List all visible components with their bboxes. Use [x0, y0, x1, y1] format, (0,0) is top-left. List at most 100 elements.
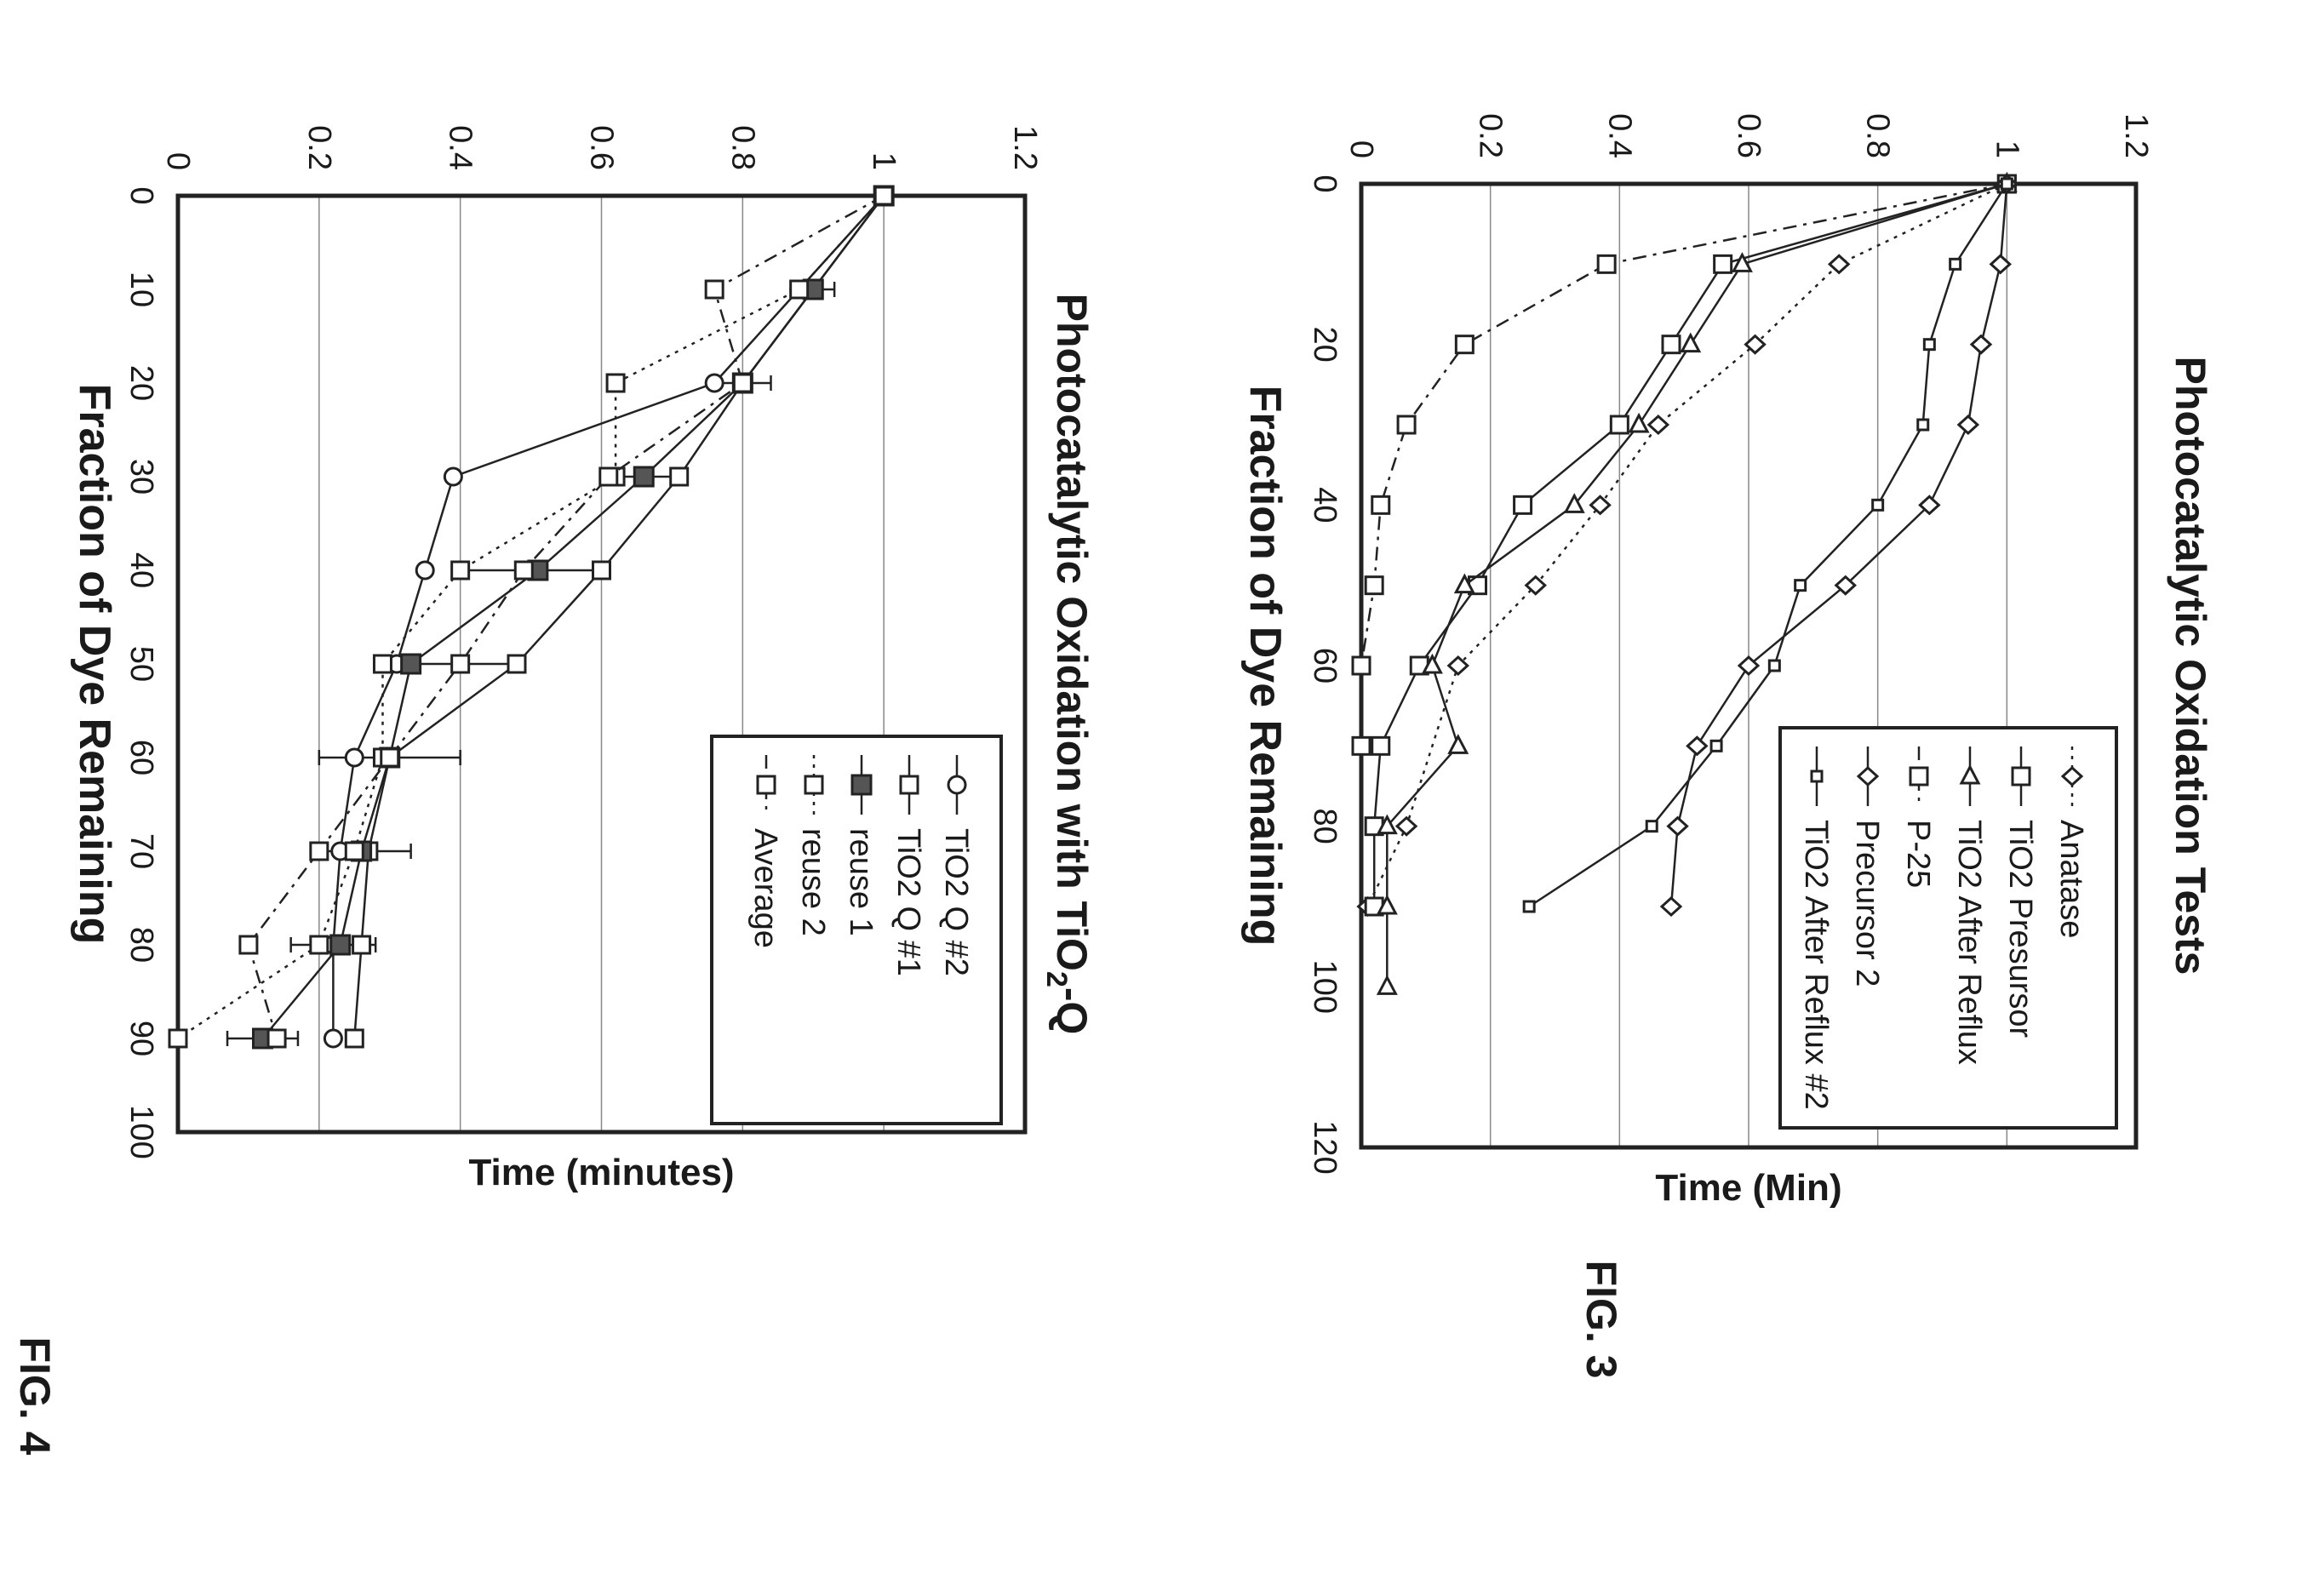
fig4-x-tick-label: 10 [123, 272, 159, 307]
fig3-x-tick-label: 60 [1307, 648, 1343, 684]
fig4-data-point [789, 279, 810, 300]
fig4-y-tick-label: 0.8 [724, 125, 760, 170]
fig4-data-point [732, 373, 753, 393]
fig3-legend-marker [1959, 764, 1981, 785]
fig4-figure-label: FIG. 4 [11, 1337, 59, 1456]
fig4-y-tick-label: 1 [866, 152, 902, 170]
fig3-legend-marker [1856, 765, 1880, 787]
fig3-data-point [1522, 900, 1536, 913]
fig4-y-axis-label: Fraction of Dye Remaining [70, 384, 119, 945]
fig3-legend-box [1778, 726, 2118, 1130]
fig4-y-tick-label: 0.4 [443, 125, 478, 170]
fig4-legend-marker [947, 775, 967, 795]
fig3-data-point [1680, 332, 1702, 353]
fig4-data-point [415, 560, 435, 581]
fig3-data-point [1351, 735, 1371, 756]
fig3-legend-label: TiO2 After Reflux #2 [1798, 820, 1834, 1110]
fig3-legend-marker [1909, 766, 1929, 787]
fig4-x-axis-label: Time (minutes) [468, 1152, 734, 1193]
fig3-data-point [1563, 493, 1585, 513]
fig4-legend-marker [804, 775, 824, 795]
fig4-data-point [704, 279, 724, 300]
fig3-series-tio2-presursor [1364, 174, 2017, 917]
fig3-data-point [1744, 334, 1767, 355]
fig3-data-point [1956, 414, 1980, 436]
fig4-data-point [238, 935, 259, 955]
fig3-data-point [1371, 495, 1391, 515]
fig3-data-point [1524, 575, 1547, 596]
fig3-y-tick-label: 0.6 [1731, 113, 1767, 158]
fig3-data-point [1659, 895, 1683, 918]
fig4-legend-marker [850, 774, 873, 796]
fig4-data-point [344, 841, 364, 861]
fig3-data-point [1453, 573, 1475, 594]
fig4-data-point [309, 841, 329, 861]
fig4-data-point [344, 1028, 364, 1049]
fig3-legend-marker [2011, 766, 2031, 787]
fig3-data-point [1454, 335, 1475, 355]
fig3-series-tio2-after-reflux [1376, 171, 2018, 995]
fig3-legend-label: TiO2 After Reflux [1951, 820, 1987, 1065]
fig4-series-reuse-2 [168, 186, 894, 1049]
fig4-x-tick-label: 80 [123, 927, 159, 963]
fig3-legend-label: P-25 [1900, 820, 1936, 888]
fig4-title-subscript: 2 [1040, 971, 1073, 987]
fig4-series-line [247, 194, 885, 1039]
fig4-legend-marker [899, 775, 919, 795]
fig4-y-tick-label: 0.6 [584, 125, 620, 170]
fig3-data-point [1989, 254, 2012, 275]
fig4-x-tick-label: 50 [123, 646, 159, 682]
fig4-legend-label: TiO2 Q #2 [938, 828, 974, 976]
fig4-data-point [380, 747, 400, 768]
fig3-data-point [1364, 575, 1384, 596]
fig3-data-point [1686, 735, 1709, 757]
fig3-data-point [1609, 415, 1629, 435]
fig3-data-point [1827, 254, 1851, 275]
fig3-legend-label: TiO2 Presursor [2002, 820, 2038, 1038]
fig4-data-point [513, 560, 534, 581]
fig3-data-point [1794, 579, 1807, 592]
fig4-x-tick-label: 0 [123, 186, 159, 204]
fig3-data-point [1918, 495, 1941, 516]
fig3-x-tick-label: 0 [1307, 174, 1343, 192]
fig4-legend: TiO2 Q #2 TiO2 Q #1 reuse 1 reuse 2 Average [710, 735, 1003, 1125]
fig3-data-point [1645, 820, 1658, 833]
fig3-data-point [1447, 734, 1469, 754]
fig3-data-point [1376, 975, 1398, 995]
fig4-data-point [329, 934, 352, 956]
fig3-x-axis-label: Time (Min) [1655, 1167, 1841, 1209]
fig4-data-point [323, 1028, 343, 1049]
fig4-y-tick-label: 0 [160, 152, 196, 170]
fig4-series-average [238, 186, 894, 1049]
fig3-data-point [1709, 739, 1723, 752]
fig3-y-tick-label: 1 [1989, 140, 2024, 158]
fig3-x-tick-label: 80 [1307, 809, 1343, 844]
fig4-x-tick-label: 60 [123, 740, 159, 775]
fig4-y-tick-label: 0.2 [301, 125, 337, 170]
fig4-legend-label: reuse 2 [795, 828, 831, 936]
fig3-legend-marker [1810, 769, 1824, 783]
fig3-chart: Photocatalytic Oxidation Tests Fraction … [1240, 113, 2214, 1378]
fig4-x-tick-label: 40 [123, 552, 159, 588]
fig4-data-point [605, 373, 626, 393]
fig4-series-line [332, 195, 885, 1038]
fig3-data-point [1666, 815, 1689, 837]
fig3-y-tick-label: 0.2 [1473, 113, 1509, 158]
fig4-x-tick-label: 70 [123, 833, 159, 869]
fig3-x-tick-label: 40 [1307, 487, 1343, 523]
fig4-x-tick-label: 20 [123, 365, 159, 401]
fig3-data-point [1767, 659, 1781, 672]
fig4-title: Photocatalytic Oxidation with TiO2-Q [1040, 294, 1096, 1035]
fig3-data-point [1737, 655, 1761, 677]
fig4-plot-area: 0 0.2 0.4 0.6 0.8 1 1.2 0 10 20 30 40 50 60 70 80 90 100 [123, 125, 1043, 1159]
fig3-series-line [1669, 183, 2008, 907]
fig3-y-axis-label: Fraction of Dye Remaining [1240, 386, 1290, 947]
fig3-data-point [1394, 815, 1418, 837]
fig3-data-point [1922, 338, 1936, 352]
fig3-series-line [1528, 183, 2008, 908]
fig4-data-point [266, 1028, 287, 1049]
fig3-data-point [1713, 254, 1733, 274]
fig3-figure-label: FIG. 3 [1578, 1261, 1625, 1379]
fig4-data-point [400, 653, 422, 675]
